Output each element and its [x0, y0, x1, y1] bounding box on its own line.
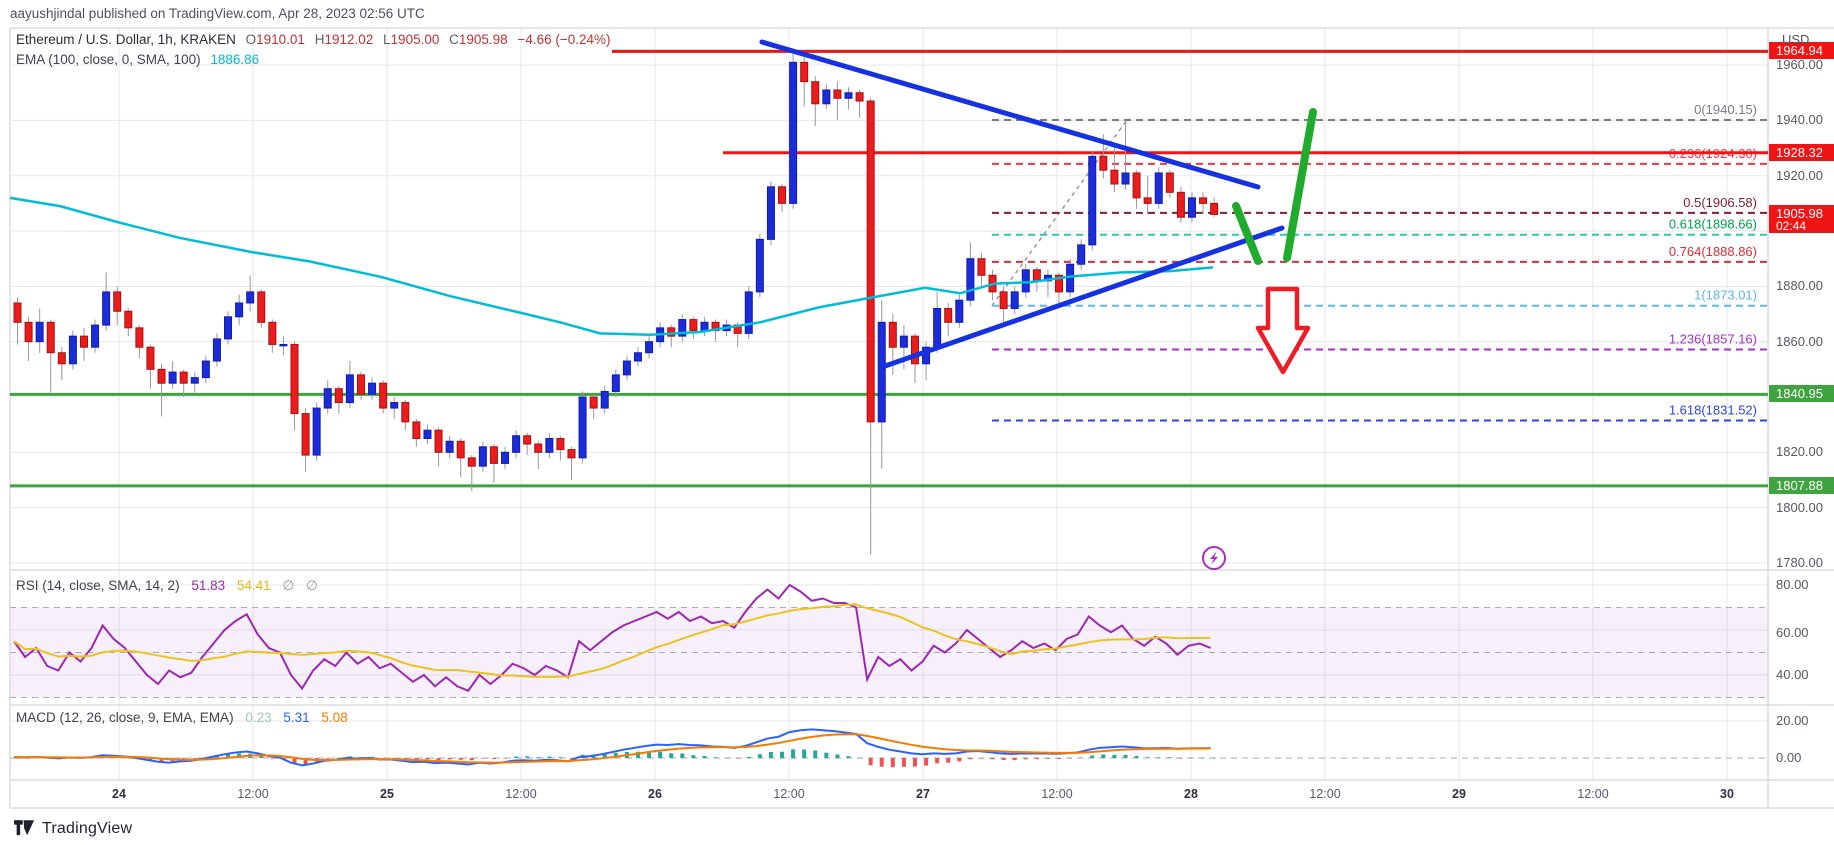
ema-legend[interactable]: EMA (100, close, 0, SMA, 100) 1886.86 [16, 52, 259, 67]
ema-line[interactable] [9, 196, 1214, 337]
time-axis-label: 26 [648, 787, 662, 801]
fib-level-label: 1.236(1857.16) [1669, 332, 1757, 347]
time-axis-label: 28 [1184, 787, 1198, 801]
ema-label[interactable]: EMA (100, close, 0, SMA, 100) [16, 52, 201, 67]
macd-line [13, 728, 1211, 767]
fib-level-label: 0.764(1888.86) [1669, 244, 1757, 259]
rsi-ma-line [13, 603, 1211, 678]
low-value: 1905.00 [390, 32, 440, 47]
fib-level-label: 0.618(1898.66) [1669, 217, 1757, 232]
macd-label[interactable]: MACD (12, 26, close, 9, EMA, EMA) [16, 710, 234, 725]
macd-signal-line [13, 733, 1211, 764]
open-value: 1910.01 [256, 32, 305, 47]
rsi-ma-value: 54.41 [236, 578, 271, 593]
symbol-legend[interactable]: Ethereum / U.S. Dollar, 1h, KRAKEN O1910… [16, 32, 611, 47]
green-check-drawing[interactable] [1283, 108, 1317, 262]
macd-value: 5.31 [283, 710, 310, 725]
candles [13, 51, 1219, 555]
published-attribution: aayushjindal published on TradingView.co… [10, 6, 425, 21]
rsi-label[interactable]: RSI (14, close, SMA, 14, 2) [16, 578, 180, 593]
pane-frame [9, 27, 1834, 809]
time-axis-label: 30 [1720, 787, 1734, 801]
lightning-icon[interactable] [1202, 546, 1226, 570]
macd-hist-value: 0.23 [245, 710, 272, 725]
time-axis-label: 12:00 [1577, 787, 1609, 801]
tradingview-footer[interactable]: TradingView [14, 820, 132, 838]
time-axis-label: 27 [916, 787, 930, 801]
macd-legend[interactable]: MACD (12, 26, close, 9, EMA, EMA) 0.23 5… [16, 710, 348, 725]
fib-retracement[interactable]: 0(1940.15)0.236(1924.30)0.5(1906.58)0.61… [991, 102, 1768, 422]
rsi-band [10, 607, 1768, 759]
rsi-band-value-1: ∅ [282, 578, 295, 593]
time-axis-label: 29 [1452, 787, 1466, 801]
high-value: 1912.02 [324, 32, 374, 47]
red-down-arrow-drawing[interactable] [1255, 286, 1311, 375]
ascending-trendline[interactable] [882, 225, 1285, 369]
time-axis-label: 24 [112, 787, 126, 801]
fib-level-label: 0.5(1906.58) [1683, 195, 1757, 210]
close-value: 1905.98 [458, 32, 508, 47]
rsi-line [13, 583, 1212, 692]
time-axis-label: 12:00 [1041, 787, 1073, 801]
rsi-band-value-2: ∅ [305, 578, 318, 593]
time-axis-label: 12:00 [1309, 787, 1341, 801]
rsi-value: 51.83 [191, 578, 226, 593]
close-label: C [449, 32, 459, 47]
time-axis-label: 12:00 [505, 787, 537, 801]
change-value: −4.66 (−0.24%) [517, 32, 611, 47]
symbol-title[interactable]: Ethereum / U.S. Dollar, 1h, KRAKEN [16, 32, 236, 47]
time-axis[interactable]: 24 12:00 25 12:00 26 12:00 27 12:00 28 12:00 29 12:… [0, 787, 1834, 807]
rsi-legend[interactable]: RSI (14, close, SMA, 14, 2) 51.83 54.41 … [16, 578, 318, 594]
high-label: H [314, 32, 325, 47]
ema-value: 1886.86 [210, 52, 260, 67]
low-label: L [383, 32, 391, 47]
macd-signal-value: 5.08 [321, 710, 348, 725]
fib-level-label: 1.618(1831.52) [1669, 402, 1757, 417]
time-axis-label: 12:00 [237, 787, 269, 801]
fib-level-label: 0(1940.15) [1694, 102, 1757, 117]
time-axis-label: 25 [380, 787, 394, 801]
time-axis-label: 12:00 [773, 787, 805, 801]
tradingview-logo-icon [14, 820, 35, 836]
tradingview-brand-text: TradingView [42, 820, 133, 837]
fib-level-label: 1(1873.01) [1694, 288, 1757, 303]
price-axis-currency: USD [1782, 32, 1810, 47]
descending-trendline[interactable] [759, 39, 1261, 190]
open-label: O [245, 32, 257, 47]
horizontal-lines[interactable] [10, 49, 1768, 488]
green-check-drawing[interactable] [1232, 202, 1262, 265]
